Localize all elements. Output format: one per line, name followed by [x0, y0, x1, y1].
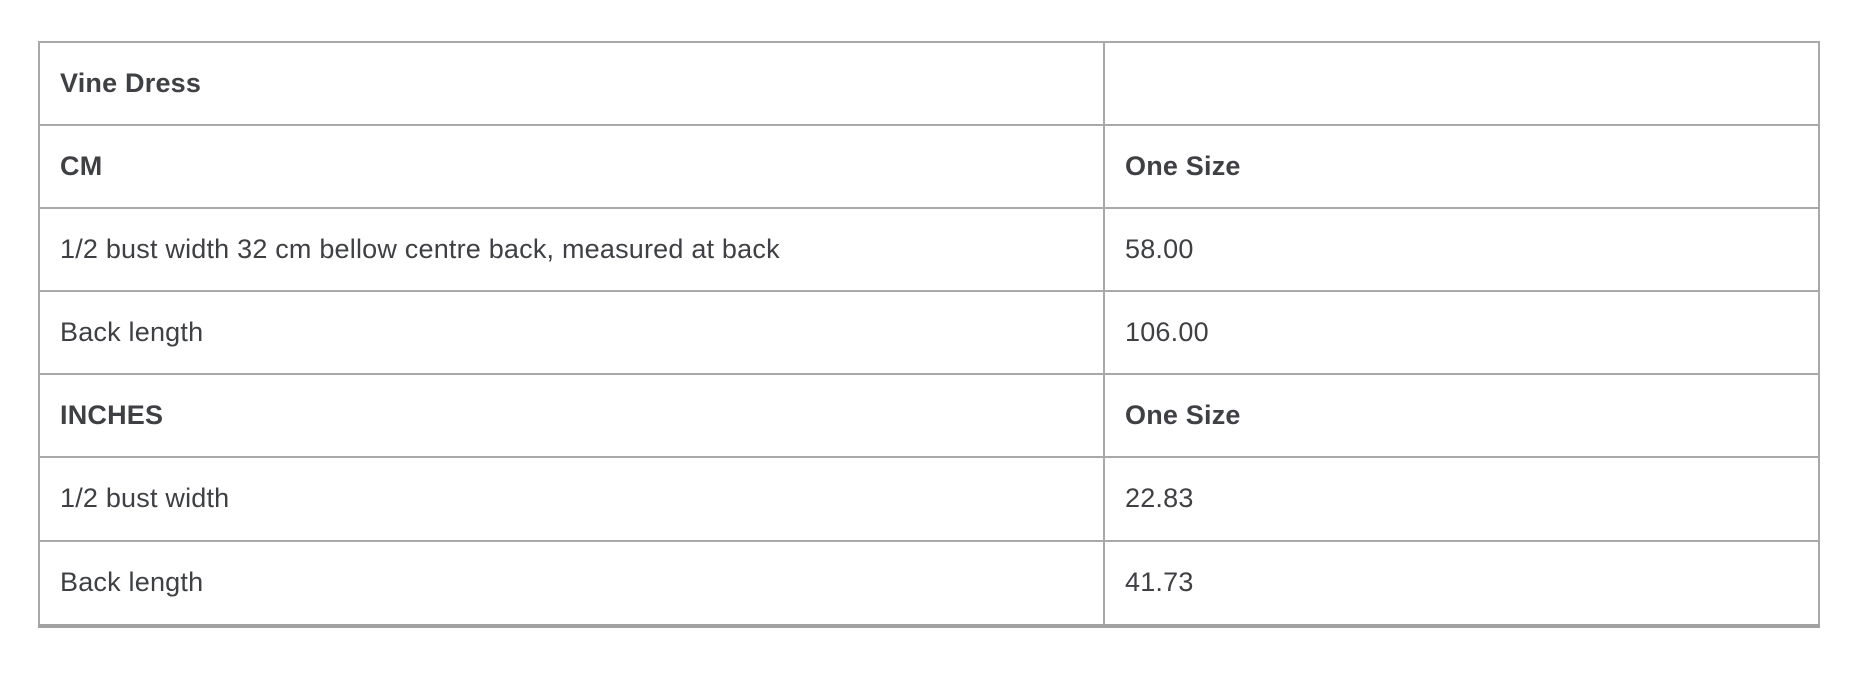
measurement-value-cell: 106.00 — [1103, 290, 1820, 376]
unit-header-cell-inches: INCHES — [38, 373, 1105, 459]
measurement-label-cell: Back length — [38, 539, 1105, 628]
measurement-value-cell: 41.73 — [1103, 539, 1820, 628]
table-row-back-length-cm: Back length 106.00 — [38, 290, 1820, 376]
size-header-cell: One Size — [1103, 373, 1820, 459]
table-row-bust-width-cm: 1/2 bust width 32 cm bellow centre back,… — [38, 207, 1820, 293]
measurement-value-cell: 58.00 — [1103, 207, 1820, 293]
table-row-inches-header: INCHES One Size — [38, 373, 1820, 459]
product-title-empty-cell — [1103, 40, 1820, 127]
table-row-bust-width-inches: 1/2 bust width 22.83 — [38, 456, 1820, 542]
table-row-product-title: Vine Dress — [38, 40, 1820, 127]
measurement-label-cell: 1/2 bust width 32 cm bellow centre back,… — [38, 207, 1105, 293]
table-row-cm-header: CM One Size — [38, 124, 1820, 210]
product-title-cell: Vine Dress — [38, 40, 1105, 127]
unit-header-cell-cm: CM — [38, 124, 1105, 210]
size-chart-table: Vine Dress CM One Size 1/2 bust width 32… — [38, 40, 1820, 628]
size-header-cell: One Size — [1103, 124, 1820, 210]
table-row-back-length-inches: Back length 41.73 — [38, 539, 1820, 628]
measurement-label-cell: 1/2 bust width — [38, 456, 1105, 542]
measurement-label-cell: Back length — [38, 290, 1105, 376]
measurement-value-cell: 22.83 — [1103, 456, 1820, 542]
